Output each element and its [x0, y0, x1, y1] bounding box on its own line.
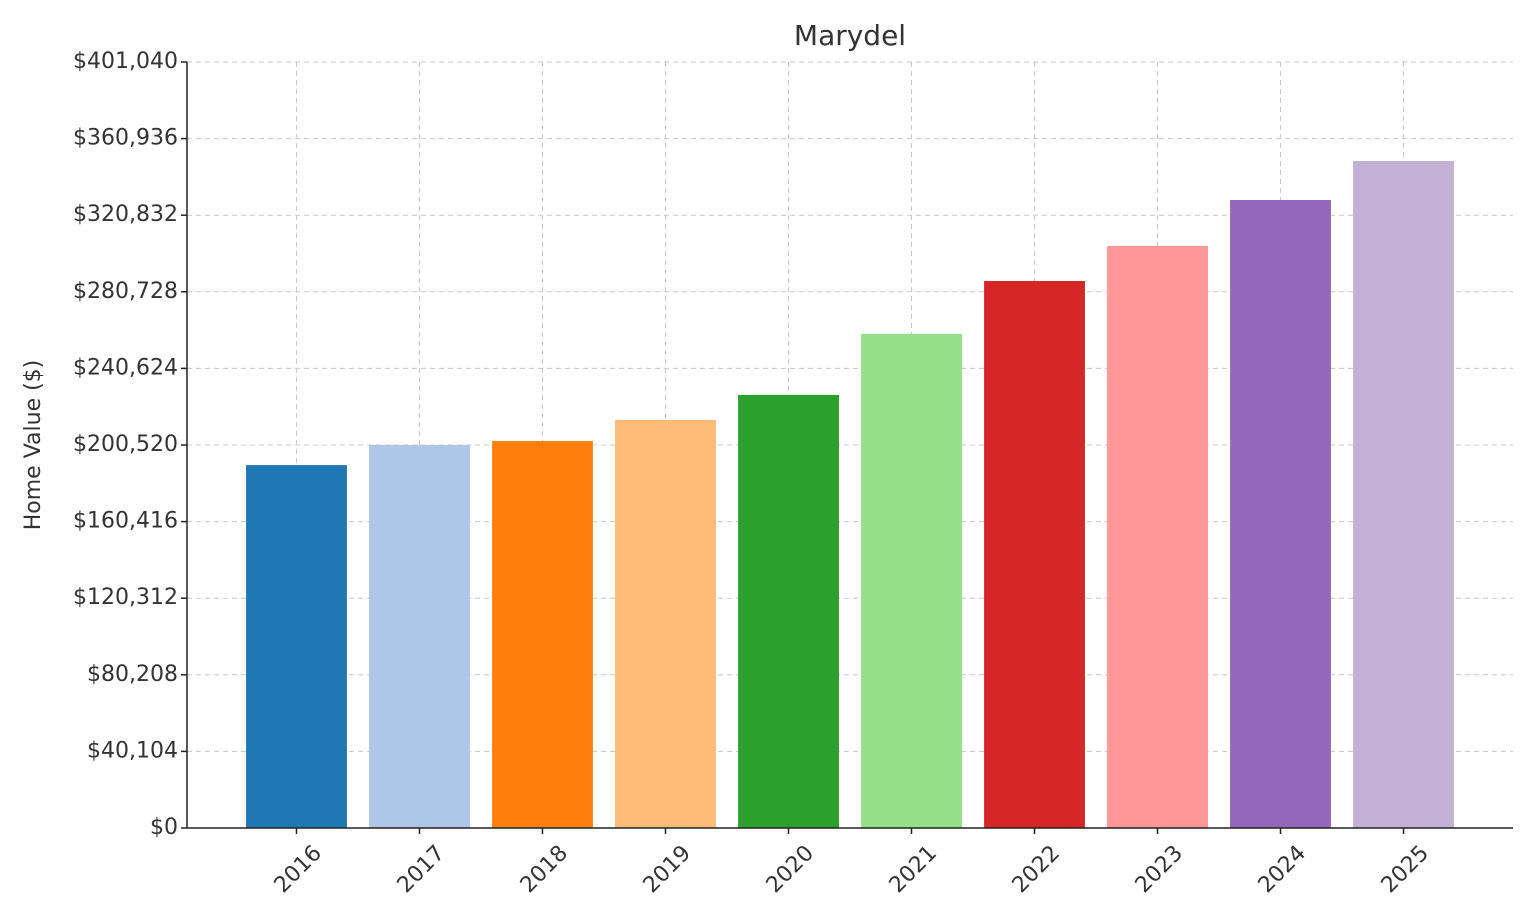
y-tick-label: $120,312: [73, 585, 178, 610]
y-tick-label: $200,520: [73, 432, 178, 457]
bar: [369, 445, 470, 828]
x-tick-label: 2022: [1008, 841, 1065, 898]
x-tick-label: 2017: [393, 841, 450, 898]
bar: [984, 280, 1085, 828]
bar: [246, 465, 347, 828]
bar: [861, 333, 962, 828]
bar: [1353, 161, 1454, 828]
y-tick-label: $160,416: [73, 509, 178, 534]
x-tick-label: 2021: [885, 841, 942, 898]
y-tick-label: $401,040: [73, 49, 178, 74]
x-tick-label: 2019: [639, 841, 696, 898]
x-tick-label: 2020: [762, 841, 819, 898]
bar: [1230, 199, 1331, 829]
y-tick-label: $0: [150, 815, 178, 840]
bar: [492, 441, 593, 828]
y-tick-label: $240,624: [73, 355, 178, 380]
x-tick-label: 2023: [1131, 841, 1188, 898]
y-tick-label: $280,728: [73, 279, 178, 304]
y-axis-label: Home Value ($): [21, 360, 46, 531]
bar: [738, 394, 839, 828]
y-tick-label: $80,208: [87, 662, 178, 687]
y-tick-label: $360,936: [73, 126, 178, 151]
bar: [1107, 246, 1208, 828]
y-tick-label: $320,832: [73, 202, 178, 227]
bar: [615, 420, 716, 828]
y-tick-label: $40,104: [87, 738, 178, 763]
x-tick-label: 2024: [1254, 841, 1311, 898]
x-tick-label: 2025: [1377, 841, 1434, 898]
chart-title: Marydel: [794, 19, 906, 52]
x-tick-label: 2016: [270, 841, 327, 898]
x-tick-label: 2018: [516, 841, 573, 898]
